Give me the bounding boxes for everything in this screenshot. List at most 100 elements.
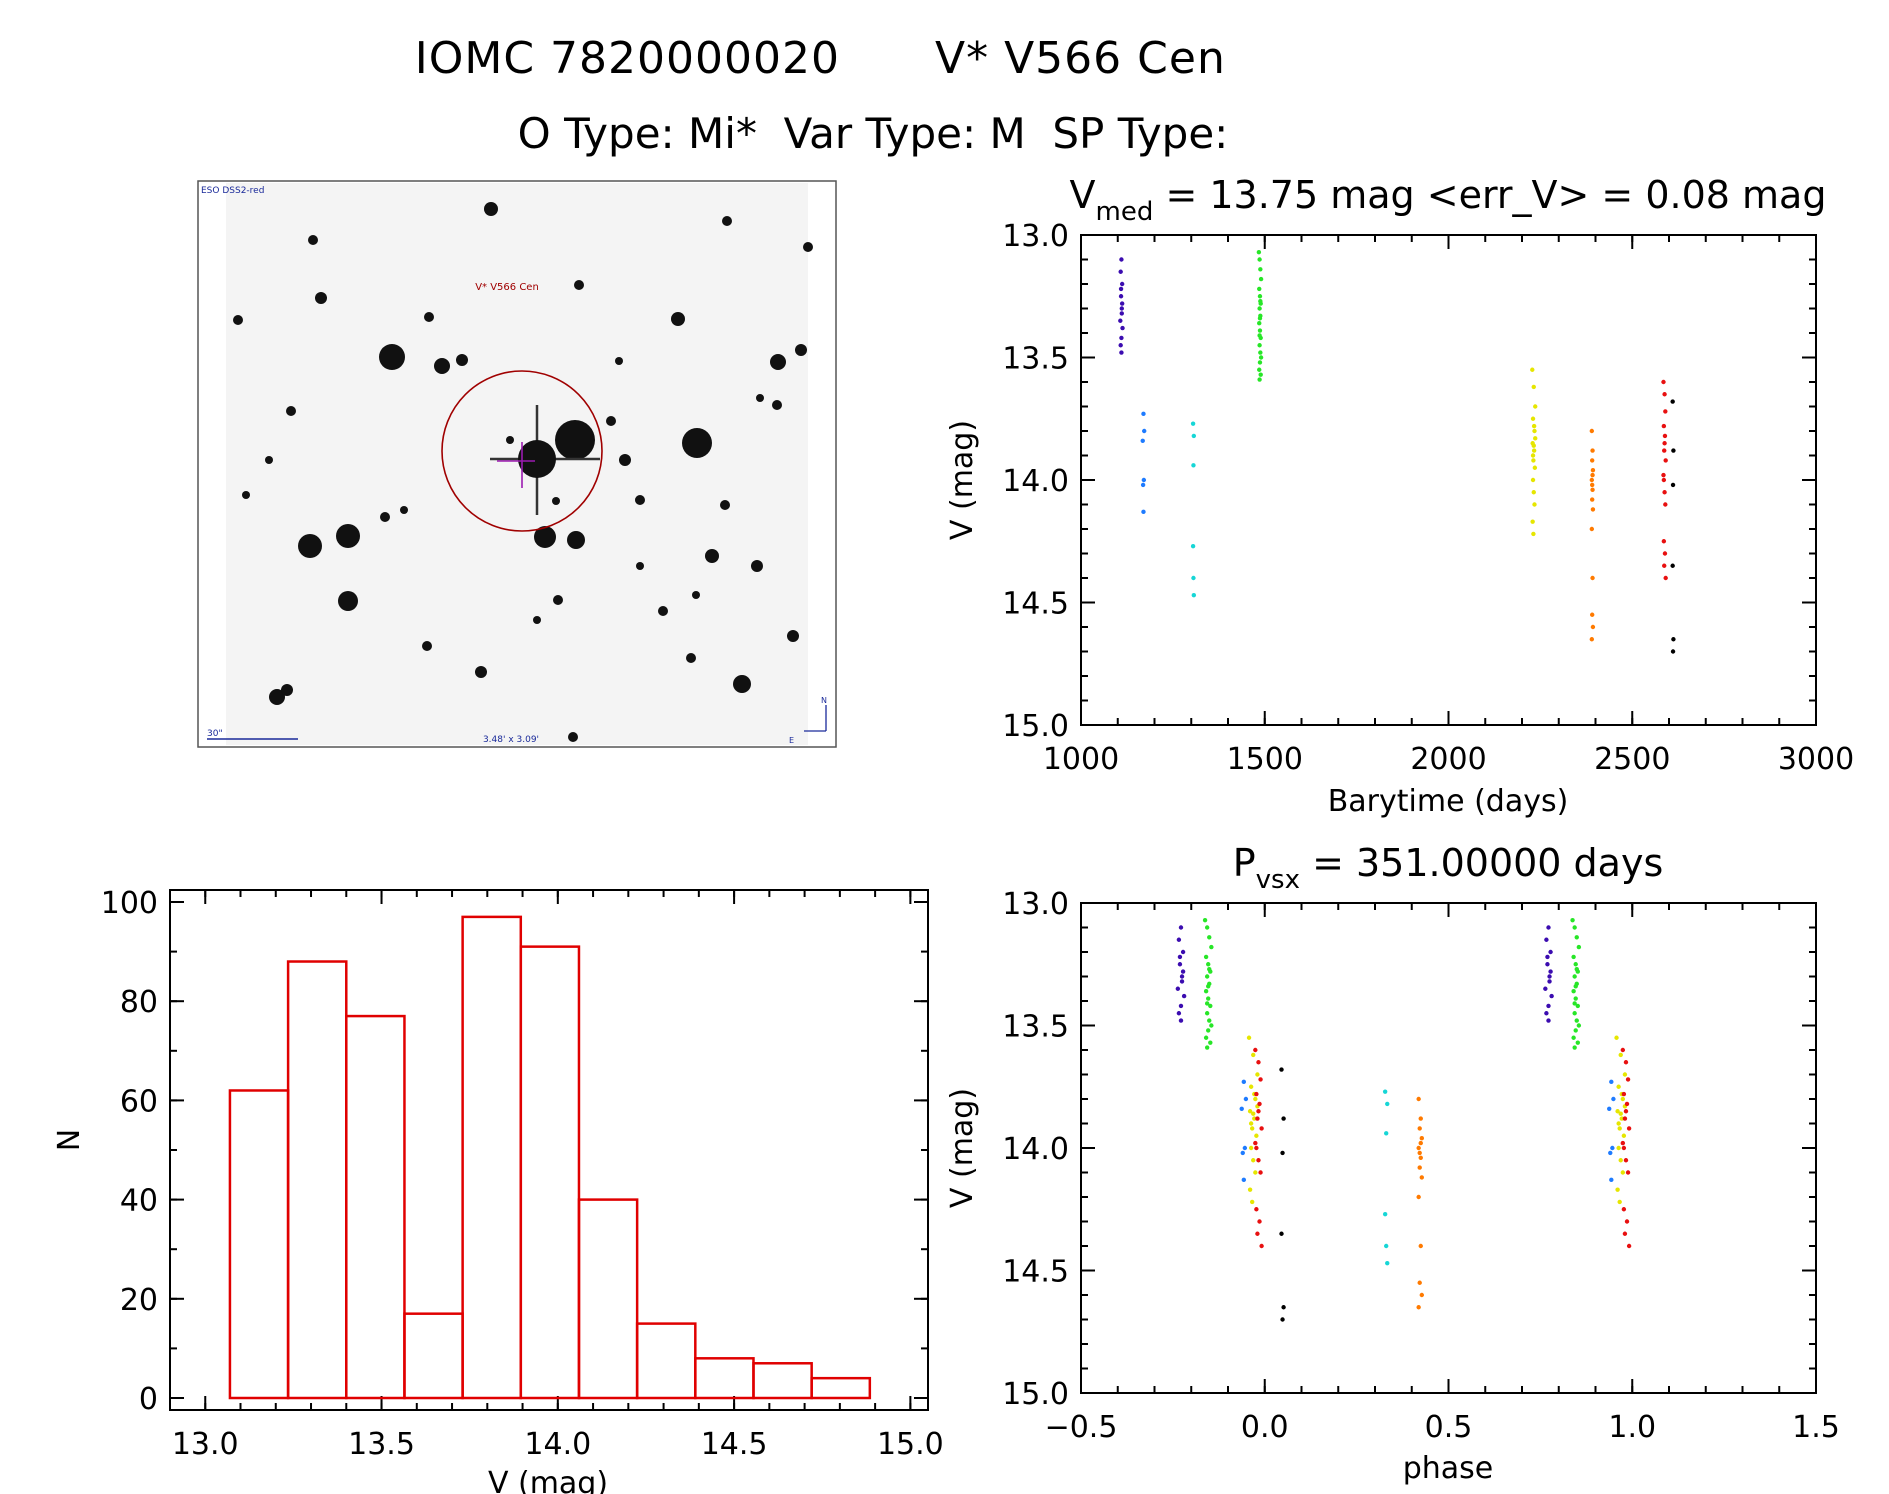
phased-point [1418,1155,1423,1161]
light-curve-point [1120,325,1125,331]
phased-point [1543,986,1548,991]
phased-ylabel: V (mag) [945,1088,980,1208]
phased-point [1624,1101,1630,1107]
light-curve-point [1531,458,1536,463]
light-curve-point [1141,411,1146,417]
light-curve-point [1256,249,1262,255]
star-mark [615,357,623,365]
light-curve-point [1662,448,1667,453]
phased-point [1616,1084,1621,1089]
phased-point [1241,1177,1247,1183]
star-mark [400,506,408,514]
phased-point [1251,1052,1256,1058]
target-label: V* V566 Cen [475,282,539,293]
phased-point [1179,979,1185,984]
phased-point [1548,969,1553,974]
phased-point [1609,1177,1614,1183]
phased-point [1623,1109,1629,1114]
light-curve-point [1118,343,1123,348]
figure-subtitle: O Type: Mi* Var Type: M SP Type: [518,109,1229,158]
phased-point [1416,1305,1421,1310]
phased-point [1546,1018,1551,1023]
star-mark [475,666,487,678]
phased-point [1204,1011,1210,1016]
compass-north-label: N [821,696,827,705]
y-tick-label: 100 [101,886,158,921]
star-mark [619,454,631,466]
light-curve-ylabel: V (mag) [945,420,980,540]
phased-point [1607,1106,1612,1112]
phased-point [1241,1079,1247,1085]
light-curve-point [1141,477,1147,483]
phased-point [1204,925,1210,930]
x-tick-label: −0.5 [1045,1410,1118,1445]
phased-point [1625,1170,1631,1175]
phased-point [1576,944,1582,950]
star-mark [722,216,732,226]
phased-point [1209,944,1214,950]
light-curve-point [1257,328,1263,333]
light-curve-point [1257,360,1263,365]
star-mark [534,526,556,548]
phased-point [1572,1011,1577,1016]
star-mark [484,202,498,216]
histogram-bar [461,915,523,1400]
phased-point [1178,925,1184,930]
star-mark [286,406,296,416]
star-mark [567,531,585,549]
light-curve-point [1118,318,1123,323]
target-star-mark [518,440,556,478]
phased-point [1252,1116,1257,1121]
light-curve-point [1258,355,1264,360]
phased-point [1624,1219,1630,1224]
phased-point [1416,1096,1421,1102]
light-curve-points [1118,249,1676,654]
light-curve-point [1671,448,1676,453]
phased-point [1621,1145,1627,1151]
phased-point [1610,1145,1615,1151]
star-mark [635,495,645,505]
star-mark [636,562,644,570]
light-curve-point [1533,404,1538,409]
histogram-ticks: 13.0 13.5 14.0 14.5 15.0 0 20 40 60 80 100 [101,886,944,1462]
histogram-bar [752,1362,813,1400]
x-tick-label: 14.5 [701,1427,768,1462]
star-mark [379,344,405,370]
star-mark [705,549,719,563]
light-curve-point [1589,482,1595,488]
light-curve-point [1257,321,1262,326]
sky-image-field [226,183,808,745]
light-curve-point [1257,286,1262,292]
phased-point [1206,984,1211,989]
light-curve-point [1663,502,1668,507]
light-curve-point [1530,416,1536,421]
light-curve-point [1670,563,1675,568]
light-curve-point [1119,350,1124,355]
star-mark [751,560,763,572]
light-curve-point [1590,624,1596,630]
x-tick-label: 2500 [1594,742,1670,777]
phased-point [1623,1158,1629,1163]
light-curve-point [1191,433,1197,439]
phased-point [1258,1170,1263,1175]
phased-title-main: P [1233,841,1256,885]
phased-point [1621,1091,1627,1097]
histogram-xlabel: V (mag) [488,1466,608,1494]
phased-point [1545,954,1550,960]
star-mark [803,242,813,252]
light-curve-point [1258,267,1263,272]
phased-point [1203,954,1209,960]
phased-point [1178,1018,1184,1023]
phased-point [1572,1045,1577,1050]
phased-point [1206,996,1211,1001]
light-curve-point [1190,543,1196,549]
light-curve-point [1589,428,1595,434]
phased-point [1180,949,1186,955]
light-curve-xlabel: Barytime (days) [1328,784,1569,819]
phased-point [1384,1131,1389,1136]
light-curve-point [1118,294,1124,299]
phased-xlabel: phase [1403,1451,1494,1486]
light-curve-point [1531,423,1537,429]
light-curve-point [1258,372,1263,377]
